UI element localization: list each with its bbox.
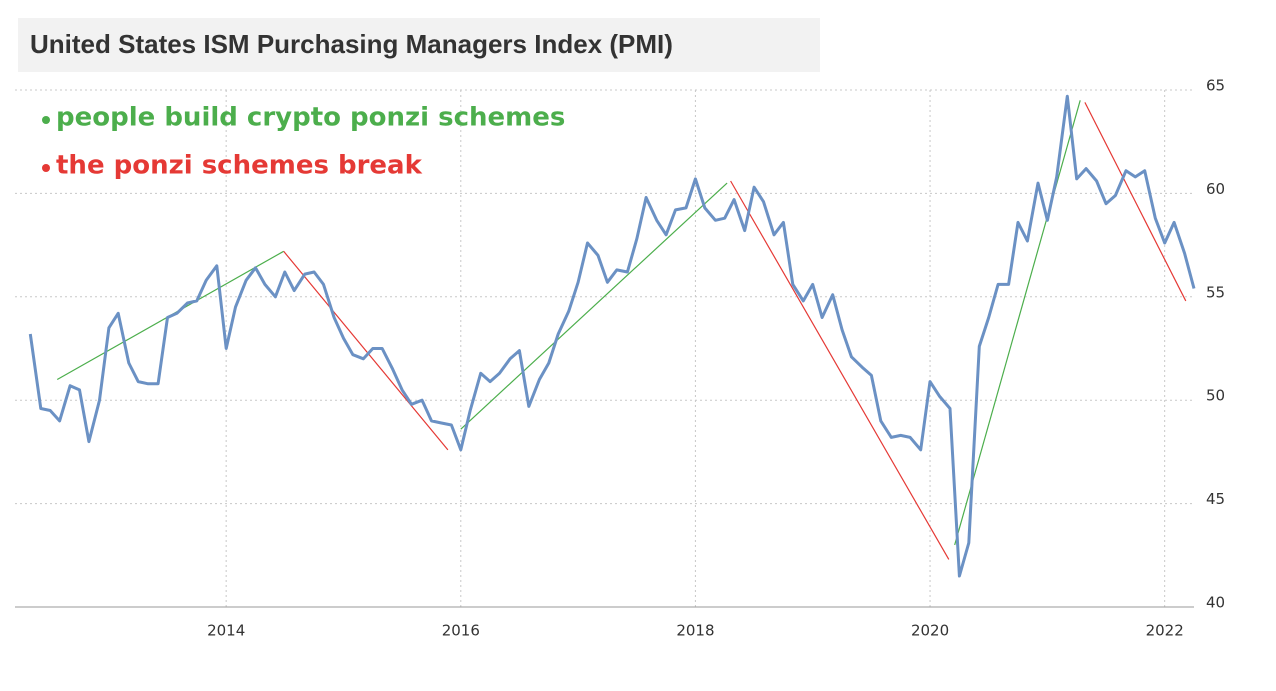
- y-tick-label: 50: [1206, 387, 1225, 405]
- title-box: [18, 18, 820, 72]
- trend-line: [730, 180, 950, 560]
- y-tick-label: 45: [1206, 490, 1225, 508]
- trend-line: [1084, 102, 1187, 302]
- x-tick-label: 2022: [1146, 622, 1184, 640]
- trend-line: [954, 100, 1081, 546]
- y-tick-label: 55: [1206, 283, 1225, 301]
- y-tick-label: 40: [1206, 594, 1225, 612]
- x-tick-label: 2014: [207, 622, 245, 640]
- legend-bullet: [42, 164, 50, 172]
- x-tick-label: 2018: [676, 622, 714, 640]
- chart-title: United States ISM Purchasing Managers In…: [30, 29, 673, 59]
- y-tick-label: 60: [1206, 180, 1225, 198]
- trend-line: [283, 250, 449, 451]
- annotation-text: the ponzi schemes break: [56, 151, 423, 181]
- x-tick-label: 2020: [911, 622, 949, 640]
- legend-bullet: [42, 116, 50, 124]
- trend-line: [460, 182, 728, 430]
- annotation-text: people build crypto ponzi schemes: [56, 103, 565, 133]
- x-tick-label: 2016: [442, 622, 480, 640]
- pmi-line: [28, 94, 1196, 578]
- y-tick-label: 65: [1206, 77, 1225, 95]
